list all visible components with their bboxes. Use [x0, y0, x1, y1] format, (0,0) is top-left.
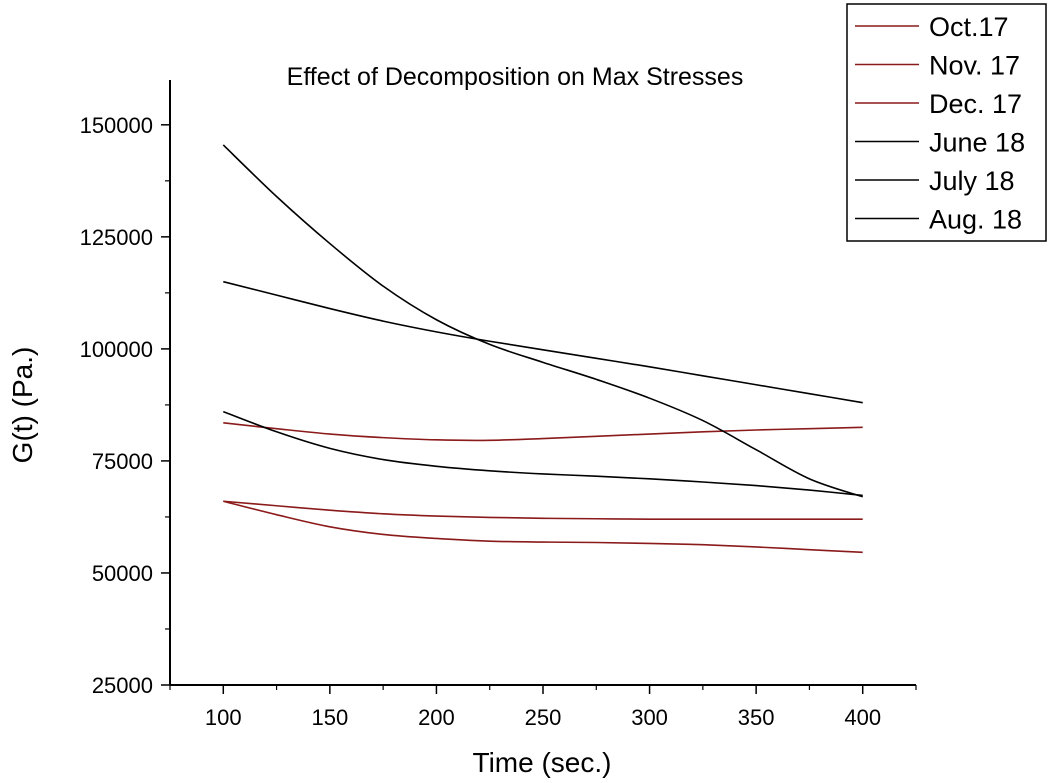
axes: 100 150 200 250 300 350 400 25000 50000 75000 1000…	[80, 80, 917, 730]
x-tick-label: 250	[525, 705, 562, 730]
series-line-july-18	[223, 280, 863, 404]
legend-label-july-18: July 18	[929, 166, 1015, 196]
series-line-june-18	[222, 144, 863, 498]
legend-label-nov-17: Nov. 17	[929, 51, 1020, 81]
y-axis-title: G(t) (Pa.)	[7, 347, 38, 464]
legend-label-dec-17: Dec. 17	[929, 89, 1022, 119]
series-line-aug-18	[223, 410, 863, 497]
series-group	[222, 144, 863, 554]
series-line-nov-17	[223, 500, 863, 521]
x-tick-label: 400	[844, 705, 881, 730]
x-tick-label: 150	[311, 705, 348, 730]
series-line-oct-17	[223, 422, 863, 442]
y-tick-label: 150000	[80, 113, 153, 138]
x-tick-label: 200	[418, 705, 455, 730]
legend-label-june-18: June 18	[929, 128, 1025, 158]
legend-label-oct-17: Oct.17	[929, 12, 1009, 42]
legend-label-aug-18: Aug. 18	[929, 205, 1022, 235]
series-line-dec-17	[223, 500, 863, 554]
y-tick-label: 75000	[92, 449, 153, 474]
x-tick-label: 100	[205, 705, 242, 730]
x-tick-label: 300	[631, 705, 668, 730]
y-tick-label: 125000	[80, 225, 153, 250]
x-axis-title: Time (sec.)	[473, 747, 612, 778]
y-tick-label: 25000	[92, 673, 153, 698]
y-tick-label: 100000	[80, 337, 153, 362]
y-tick-label: 50000	[92, 561, 153, 586]
legend-box	[846, 3, 1047, 242]
legend: Oct.17 Nov. 17 Dec. 17 June 18 July 18 Aug. 1…	[846, 3, 1047, 242]
chart-title: Effect of Decomposition on Max Stresses	[287, 63, 744, 91]
x-tick-label: 350	[738, 705, 775, 730]
